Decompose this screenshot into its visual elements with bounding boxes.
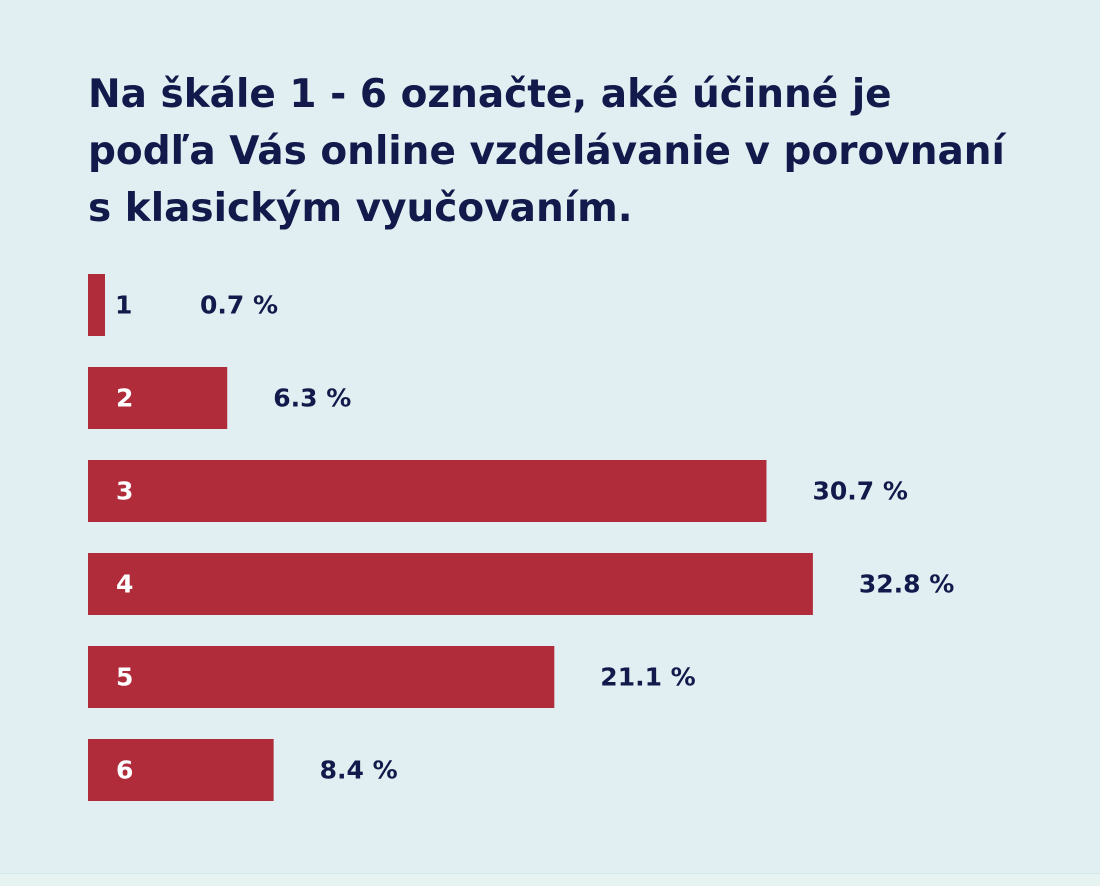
- bar-3: [88, 460, 767, 522]
- value-label-2: 6.3 %: [273, 384, 351, 413]
- value-label-1: 0.7 %: [200, 291, 278, 320]
- category-label-4: 4: [116, 570, 133, 599]
- bar-1: [88, 274, 105, 336]
- value-label-6: 8.4 %: [320, 756, 398, 785]
- bar-2: [88, 367, 228, 429]
- bottom-divider: [0, 873, 1100, 886]
- category-label-6: 6: [116, 756, 133, 785]
- category-label-3: 3: [116, 477, 133, 506]
- value-label-4: 32.8 %: [859, 570, 954, 599]
- value-label-3: 30.7 %: [812, 477, 907, 506]
- value-label-5: 21.1 %: [600, 663, 695, 692]
- category-label-5: 5: [116, 663, 133, 692]
- chart-title: Na škále 1 - 6 označte, aké účinné je po…: [88, 72, 1005, 231]
- category-label-2: 2: [116, 384, 133, 413]
- bar-4: [88, 553, 813, 615]
- bar-5: [88, 646, 555, 708]
- bar-6: [88, 739, 274, 801]
- category-label-1: 1: [115, 291, 132, 320]
